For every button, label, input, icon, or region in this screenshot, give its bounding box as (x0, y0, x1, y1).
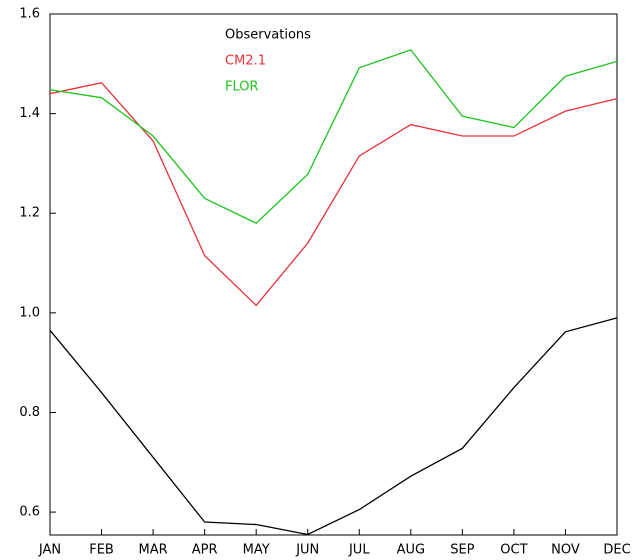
y-tick-label: 1.6 (19, 7, 40, 22)
x-tick-label: MAR (139, 543, 168, 558)
y-tick-label: 1.0 (19, 305, 40, 320)
legend-entry: FLOR (225, 80, 259, 95)
series-line (49, 82, 618, 307)
x-tick-label: JUN (295, 543, 319, 558)
legend-entry: Observations (225, 28, 311, 43)
legend-entry: CM2.1 (225, 54, 266, 69)
x-tick-label: FEB (89, 543, 114, 558)
y-tick-label: 1.2 (19, 206, 40, 221)
series-line (49, 49, 618, 224)
x-tick-label: APR (192, 543, 218, 558)
x-tick-label: DEC (603, 543, 630, 558)
x-tick-label: MAY (243, 543, 270, 558)
series-line (49, 317, 618, 536)
y-tick-label: 1.4 (19, 106, 40, 121)
x-tick-label: AUG (397, 543, 425, 558)
y-tick-label: 0.8 (19, 405, 40, 420)
x-tick-label: SEP (450, 543, 474, 558)
x-tick-label: JAN (38, 543, 61, 558)
x-tick-label: JUL (348, 543, 370, 558)
y-tick-label: 0.6 (19, 505, 40, 520)
plot-frame (49, 13, 618, 536)
x-tick-label: NOV (551, 543, 580, 558)
x-tick-label: OCT (500, 543, 527, 558)
